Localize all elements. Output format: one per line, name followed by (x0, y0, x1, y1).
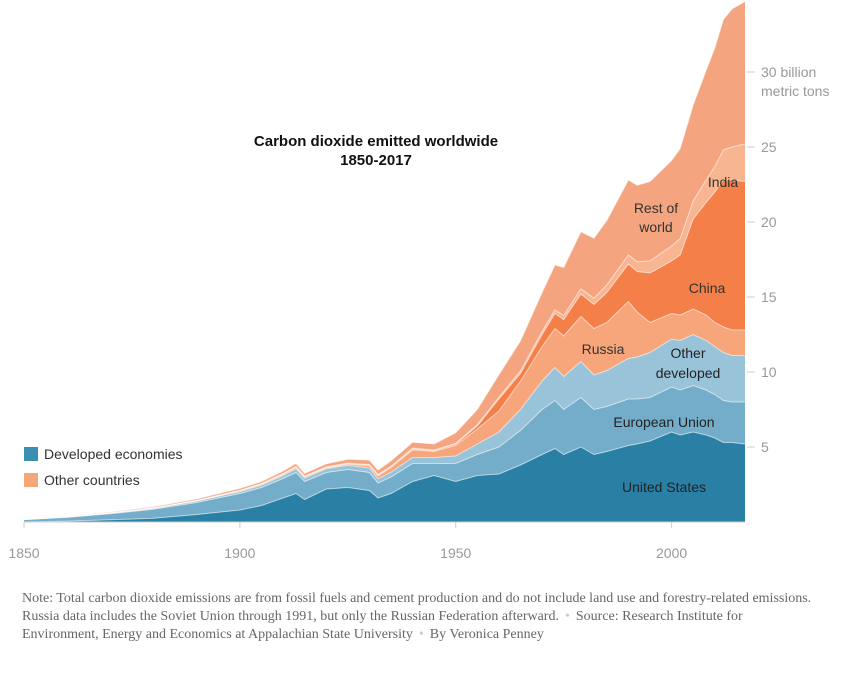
y-tick-label: 15 (761, 289, 777, 305)
y-tick-label: 30 billion (761, 64, 816, 80)
separator-dot: • (418, 627, 424, 642)
byline: By Veronica Penney (429, 627, 544, 642)
area-edge-india (23, 143, 746, 520)
series-label-other-developed: developed (656, 365, 721, 381)
legend-swatch-developed (24, 447, 38, 461)
area-rest-of-world (24, 1, 745, 520)
series-label-united-states: United States (622, 479, 706, 495)
x-tick-label: 1850 (8, 545, 39, 561)
y-tick-label: 5 (761, 439, 769, 455)
legend-label-other: Other countries (44, 472, 140, 488)
series-label-rest-of-world: world (638, 219, 672, 235)
x-tick-label: 1950 (440, 545, 471, 561)
area-russia (24, 301, 745, 520)
chart-title-line-2: 1850-2017 (340, 152, 412, 169)
series-label-rest-of-world: Rest of (634, 200, 678, 216)
legend-swatch-other (24, 473, 38, 487)
y-tick-label: 20 (761, 214, 777, 230)
chart-title-line-1: Carbon dioxide emitted worldwide (254, 133, 498, 150)
y-tick-label: 25 (761, 139, 777, 155)
area-other-developed (24, 334, 745, 520)
area-separators (23, 1, 746, 523)
series-label-china: China (689, 280, 726, 296)
y-axis-ticks: 5 10 15 20 25 30 billion metric tons (747, 64, 829, 455)
legend-item-developed: Developed economies (24, 441, 183, 467)
area-edge-european-union (23, 384, 745, 521)
series-label-india: India (708, 174, 739, 190)
area-chart: 1850 1900 1950 2000 5 10 15 20 25 30 billion metr… (8, 1, 829, 561)
chart-note: Note: Total carbon dioxide emissions are… (22, 590, 822, 644)
series-label-european-union: European Union (613, 414, 714, 430)
legend-item-other: Other countries (24, 467, 183, 493)
x-axis-ticks: 1850 1900 1950 2000 (8, 522, 687, 561)
series-label-russia: Russia (582, 341, 625, 357)
area-edge-rest-of-world (23, 1, 746, 520)
x-tick-label: 2000 (656, 545, 687, 561)
series-label-other-developed: Other (670, 345, 705, 361)
y-tick-label: 10 (761, 364, 777, 380)
note-text: Note: Total carbon dioxide emissions are… (22, 591, 812, 624)
separator-dot: • (564, 609, 570, 624)
x-tick-label: 1900 (224, 545, 255, 561)
area-european-union (24, 385, 745, 522)
y-tick-label: metric tons (761, 83, 829, 99)
legend-label-developed: Developed economies (44, 446, 183, 462)
area-edge-other-developed (23, 333, 745, 520)
area-edge-united-states (23, 431, 746, 523)
source-text: Source: Research Institute for Environme… (22, 609, 743, 642)
legend: Developed economies Other countries (24, 441, 183, 493)
series-labels: United States European Union Other develope… (582, 174, 739, 495)
